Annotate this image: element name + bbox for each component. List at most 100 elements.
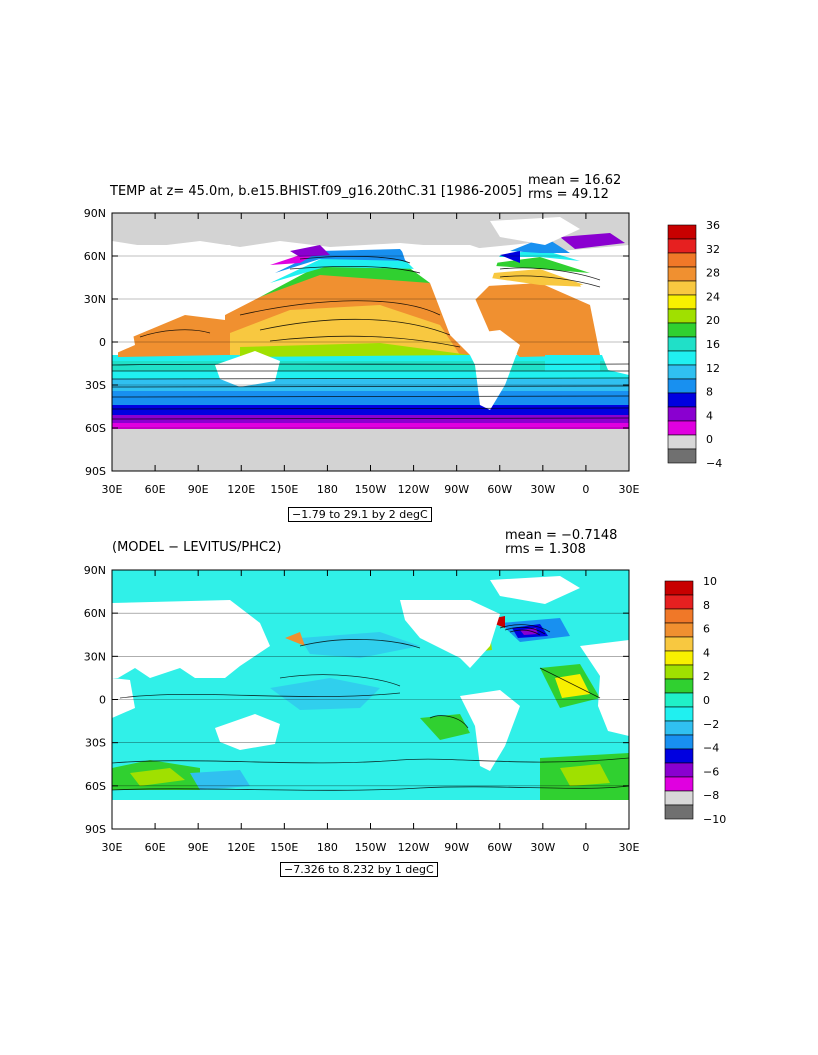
colorbar-swatch <box>667 336 697 352</box>
lon-tick-label: 120W <box>398 841 430 854</box>
panel-title: TEMP at z= 45.0m, b.e15.BHIST.f09_g16.20… <box>110 184 522 199</box>
lat-tick-label: 90S <box>85 465 106 478</box>
lon-tick-label: 30E <box>619 841 640 854</box>
axis-ticks <box>111 212 630 472</box>
lat-tick-label: 60N <box>84 250 106 263</box>
colorbar-swatch <box>664 580 694 596</box>
colorbar-swatch <box>667 238 697 254</box>
lon-tick-label: 150W <box>355 483 387 496</box>
lon-tick-label: 150W <box>355 841 387 854</box>
colorbar-swatch <box>667 224 697 240</box>
lon-tick-label: 150E <box>270 841 298 854</box>
colorbar-label: 24 <box>706 290 720 303</box>
colorbar-label: 28 <box>706 267 720 280</box>
lon-tick-label: 0 <box>582 841 589 854</box>
temperature-map: 90N 60N 30N 0 30S 60S 90S 30E 60E 90E 120E 150E 180… <box>84 207 722 496</box>
lon-tick-label: 60E <box>145 841 166 854</box>
mean-label: mean = −0.7148 <box>505 528 618 543</box>
lat-tick-label: 90N <box>84 207 106 220</box>
rms-label: rms = 49.12 <box>528 187 609 202</box>
lat-tick-label: 0 <box>99 336 106 349</box>
colorbar-label: 4 <box>706 409 713 422</box>
rms-label: rms = 1.308 <box>505 542 586 557</box>
colorbar-label: −6 <box>703 765 719 778</box>
colorbar-swatch <box>667 280 697 296</box>
colorbar-swatch <box>664 608 694 624</box>
lon-tick-label: 120E <box>227 483 255 496</box>
lon-tick-label: 90E <box>188 483 209 496</box>
colorbar-swatch <box>667 266 697 282</box>
colorbar-label: 12 <box>706 362 720 375</box>
colorbar-label: 32 <box>706 243 720 256</box>
australia-land <box>215 351 280 387</box>
difference-panel: mean = −0.7148 rms = 1.308 (MODEL − LEVI… <box>0 528 818 888</box>
colorbar-label: 8 <box>706 386 713 399</box>
colorbar-swatch <box>664 790 694 806</box>
lon-tick-label: 60W <box>487 483 512 496</box>
colorbar-swatch <box>664 650 694 666</box>
colorbar-label: 10 <box>703 575 717 588</box>
colorbar-label: −8 <box>703 789 719 802</box>
colorbar-swatch <box>664 720 694 736</box>
eurasia-land <box>112 245 270 315</box>
colorbar-swatch <box>667 252 697 268</box>
colorbar-swatch <box>664 748 694 764</box>
contour-range-label: −1.79 to 29.1 by 2 degC <box>288 507 432 522</box>
lon-tick-label: 90E <box>188 841 209 854</box>
lat-tick-label: 90S <box>85 823 106 836</box>
lon-tick-label: 60E <box>145 483 166 496</box>
colorbar-label: 8 <box>703 599 710 612</box>
lon-tick-labels: 30E 60E 90E 120E 150E 180 150W 120W 90W 60W 30W 0 30… <box>102 483 640 496</box>
colorbar-label: 2 <box>703 670 710 683</box>
antarctic-ice <box>112 427 629 471</box>
lon-tick-label: 60W <box>487 841 512 854</box>
colorbar-swatch <box>667 350 697 366</box>
greenland-land <box>490 217 580 245</box>
colorbar-label: 20 <box>706 314 720 327</box>
colorbar-label: 4 <box>703 646 710 659</box>
north-america-land <box>400 245 500 305</box>
lon-tick-label: 0 <box>582 483 589 496</box>
africa-land <box>580 280 629 375</box>
colorbar-swatch <box>667 406 697 422</box>
colorbar-swatch <box>667 378 697 394</box>
colorbar-swatch <box>667 294 697 310</box>
colorbar-label: 0 <box>703 694 710 707</box>
lat-tick-labels: 90N 60N 30N 0 30S 60S 90S <box>84 564 106 836</box>
colorbar-label: 6 <box>703 623 710 636</box>
lat-tick-label: 60S <box>85 422 106 435</box>
lon-tick-label: 30W <box>530 483 555 496</box>
lat-tick-label: 30N <box>84 293 106 306</box>
colorbar-label: −4 <box>706 457 722 470</box>
colorbar-label: 0 <box>706 433 713 446</box>
colorbar-label: 16 <box>706 338 720 351</box>
contour-range-label: −7.326 to 8.232 by 1 degC <box>280 862 438 877</box>
mean-label: mean = 16.62 <box>528 173 622 188</box>
colorbar-swatch <box>667 322 697 338</box>
colorbar-swatch <box>664 594 694 610</box>
colorbar: 10 8 6 4 2 0 −2 −4 −6 −8 −10 <box>664 575 726 826</box>
lon-tick-label: 30E <box>619 483 640 496</box>
lon-tick-label: 90W <box>444 841 469 854</box>
lon-tick-label: 120W <box>398 483 430 496</box>
lat-tick-labels: 90N 60N 30N 0 30S 60S 90S <box>84 207 106 478</box>
colorbar-swatch <box>667 308 697 324</box>
colorbar-label: −4 <box>703 742 719 755</box>
colorbar-swatch <box>664 664 694 680</box>
lat-tick-label: 60S <box>85 780 106 793</box>
colorbar-swatch <box>667 392 697 408</box>
lat-tick-label: 30S <box>85 737 106 750</box>
lon-tick-label: 180 <box>317 841 338 854</box>
lon-tick-label: 120E <box>227 841 255 854</box>
south-america-land <box>460 330 520 410</box>
colorbar-label: 36 <box>706 219 720 232</box>
lat-tick-label: 30N <box>84 650 106 663</box>
colorbar-label: −2 <box>703 718 719 731</box>
panel-title: (MODEL − LEVITUS/PHC2) <box>112 540 282 555</box>
antarctica-land <box>112 800 629 829</box>
colorbar-swatch <box>664 692 694 708</box>
axis-ticks <box>111 569 630 830</box>
lon-tick-label: 180 <box>317 483 338 496</box>
colorbar-swatch <box>667 434 697 450</box>
colorbar-swatch <box>664 622 694 638</box>
